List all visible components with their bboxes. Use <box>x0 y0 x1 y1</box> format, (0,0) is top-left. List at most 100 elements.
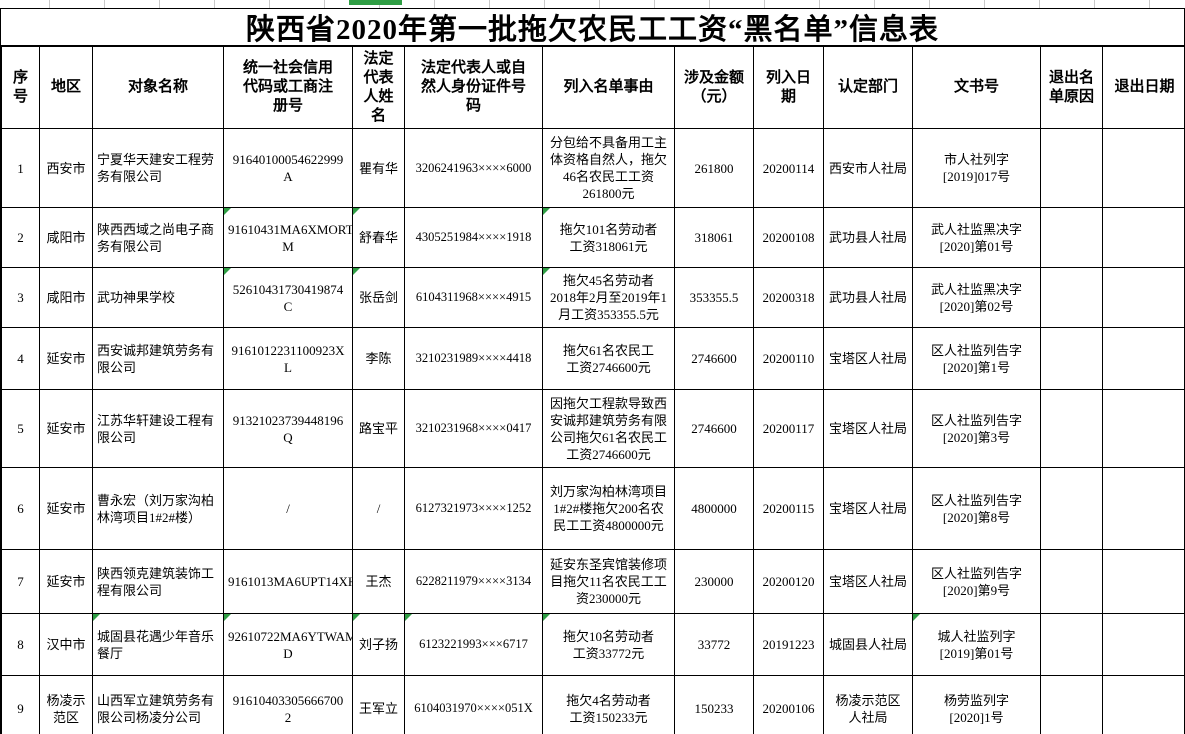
cell-doc-number[interactable]: 城人社监列字 [2019]第01号 <box>912 613 1041 676</box>
cell-doc-number[interactable]: 区人社监列告字 [2020]第1号 <box>912 327 1041 390</box>
cell-id-number[interactable]: 3210231968××××0417 <box>404 389 543 468</box>
cell-doc-number[interactable]: 市人社列字 [2019]017号 <box>912 128 1041 208</box>
col-header-exit-reason[interactable]: 退出名单原因 <box>1040 46 1103 129</box>
cell-legal-rep-name[interactable]: 刘子扬 <box>352 613 405 676</box>
cell-listing-reason[interactable]: 拖欠61名农民工 工资2746600元 <box>542 327 675 390</box>
cell-doc-number[interactable]: 区人社监列告字 [2020]第3号 <box>912 389 1041 468</box>
cell-serial[interactable]: 8 <box>1 613 40 676</box>
cell-region[interactable]: 延安市 <box>39 327 93 390</box>
cell-region[interactable]: 西安市 <box>39 128 93 208</box>
cell-department[interactable]: 武功县人社局 <box>823 207 913 268</box>
cell-subject-name[interactable]: 城固县花遇少年音乐 餐厅 <box>92 613 224 676</box>
col-header-amount[interactable]: 涉及金额（元） <box>674 46 754 129</box>
cell-legal-rep-name[interactable]: 舒春华 <box>352 207 405 268</box>
cell-id-number[interactable]: 3206241963××××6000 <box>404 128 543 208</box>
cell-credit-code[interactable]: 91610431MA6XMORT7 M <box>223 207 353 268</box>
cell-exit-reason[interactable] <box>1040 128 1103 208</box>
cell-exit-reason[interactable] <box>1040 267 1103 328</box>
cell-amount[interactable]: 2746600 <box>674 389 754 468</box>
cell-id-number[interactable]: 6104031970××××051X <box>404 675 543 734</box>
cell-exit-reason[interactable] <box>1040 613 1103 676</box>
cell-legal-rep-name[interactable]: 王杰 <box>352 549 405 614</box>
cell-region[interactable]: 杨凌示 范区 <box>39 675 93 734</box>
cell-list-date[interactable]: 20200106 <box>753 675 824 734</box>
cell-region[interactable]: 延安市 <box>39 389 93 468</box>
cell-legal-rep-name[interactable]: 瞿有华 <box>352 128 405 208</box>
col-header-credit-code[interactable]: 统一社会信用代码或工商注册号 <box>223 46 353 129</box>
cell-doc-number[interactable]: 区人社监列告字 [2020]第8号 <box>912 467 1041 550</box>
col-header-id-number[interactable]: 法定代表人或自然人身份证件号码 <box>404 46 543 129</box>
cell-subject-name[interactable]: 江苏华轩建设工程有 限公司 <box>92 389 224 468</box>
cell-doc-number[interactable]: 杨劳监列字 [2020]1号 <box>912 675 1041 734</box>
cell-list-date[interactable]: 20200110 <box>753 327 824 390</box>
cell-legal-rep-name[interactable]: / <box>352 467 405 550</box>
cell-department[interactable]: 西安市人社局 <box>823 128 913 208</box>
cell-legal-rep-name[interactable]: 王军立 <box>352 675 405 734</box>
cell-region[interactable]: 延安市 <box>39 549 93 614</box>
col-header-region[interactable]: 地区 <box>39 46 93 129</box>
cell-exit-date[interactable] <box>1102 207 1185 268</box>
cell-exit-date[interactable] <box>1102 613 1185 676</box>
cell-legal-rep-name[interactable]: 李陈 <box>352 327 405 390</box>
cell-exit-date[interactable] <box>1102 467 1185 550</box>
cell-serial[interactable]: 9 <box>1 675 40 734</box>
cell-legal-rep-name[interactable]: 路宝平 <box>352 389 405 468</box>
cell-serial[interactable]: 4 <box>1 327 40 390</box>
cell-subject-name[interactable]: 武功神果学校 <box>92 267 224 328</box>
cell-legal-rep-name[interactable]: 张岳剑 <box>352 267 405 328</box>
cell-credit-code[interactable]: 91610403305666700 2 <box>223 675 353 734</box>
cell-department[interactable]: 宝塔区人社局 <box>823 327 913 390</box>
cell-id-number[interactable]: 6127321973××××1252 <box>404 467 543 550</box>
cell-serial[interactable]: 3 <box>1 267 40 328</box>
col-header-list-date[interactable]: 列入日期 <box>753 46 824 129</box>
col-header-doc-number[interactable]: 文书号 <box>912 46 1041 129</box>
cell-listing-reason[interactable]: 因拖欠工程款导致西 安诚邦建筑劳务有限 公司拖欠61名农民工 工资2746600… <box>542 389 675 468</box>
cell-list-date[interactable]: 20191223 <box>753 613 824 676</box>
cell-credit-code[interactable]: 92610722MA6YTWAM8 D <box>223 613 353 676</box>
cell-exit-reason[interactable] <box>1040 467 1103 550</box>
cell-id-number[interactable]: 6123221993×××6717 <box>404 613 543 676</box>
cell-credit-code[interactable]: 91321023739448196 Q <box>223 389 353 468</box>
cell-amount[interactable]: 353355.5 <box>674 267 754 328</box>
cell-doc-number[interactable]: 区人社监列告字 [2020]第9号 <box>912 549 1041 614</box>
cell-amount[interactable]: 318061 <box>674 207 754 268</box>
cell-id-number[interactable]: 3210231989××××4418 <box>404 327 543 390</box>
cell-doc-number[interactable]: 武人社监黑决字 [2020]第02号 <box>912 267 1041 328</box>
cell-subject-name[interactable]: 曹永宏（刘万家沟柏 林湾项目1#2#楼） <box>92 467 224 550</box>
cell-region[interactable]: 咸阳市 <box>39 267 93 328</box>
cell-exit-date[interactable] <box>1102 675 1185 734</box>
cell-credit-code[interactable]: 52610431730419874 C <box>223 267 353 328</box>
cell-list-date[interactable]: 20200117 <box>753 389 824 468</box>
col-header-subject-name[interactable]: 对象名称 <box>92 46 224 129</box>
col-header-legal-rep-name[interactable]: 法定代表人姓名 <box>352 46 405 129</box>
cell-list-date[interactable]: 20200318 <box>753 267 824 328</box>
cell-region[interactable]: 咸阳市 <box>39 207 93 268</box>
cell-subject-name[interactable]: 陕西领克建筑装饰工 程有限公司 <box>92 549 224 614</box>
cell-amount[interactable]: 2746600 <box>674 327 754 390</box>
col-header-serial[interactable]: 序号 <box>1 46 40 129</box>
cell-department[interactable]: 杨凌示范区 人社局 <box>823 675 913 734</box>
cell-exit-date[interactable] <box>1102 549 1185 614</box>
cell-department[interactable]: 宝塔区人社局 <box>823 549 913 614</box>
cell-amount[interactable]: 261800 <box>674 128 754 208</box>
cell-exit-reason[interactable] <box>1040 549 1103 614</box>
cell-id-number[interactable]: 4305251984××××1918 <box>404 207 543 268</box>
cell-exit-reason[interactable] <box>1040 675 1103 734</box>
cell-serial[interactable]: 1 <box>1 128 40 208</box>
cell-department[interactable]: 宝塔区人社局 <box>823 389 913 468</box>
cell-credit-code[interactable]: 91640100054622999 A <box>223 128 353 208</box>
cell-subject-name[interactable]: 山西军立建筑劳务有 限公司杨凌分公司 <box>92 675 224 734</box>
cell-subject-name[interactable]: 宁夏华天建安工程劳 务有限公司 <box>92 128 224 208</box>
cell-serial[interactable]: 6 <box>1 467 40 550</box>
cell-amount[interactable]: 230000 <box>674 549 754 614</box>
cell-region[interactable]: 汉中市 <box>39 613 93 676</box>
cell-listing-reason[interactable]: 拖欠10名劳动者 工资33772元 <box>542 613 675 676</box>
cell-list-date[interactable]: 20200114 <box>753 128 824 208</box>
cell-exit-reason[interactable] <box>1040 207 1103 268</box>
cell-listing-reason[interactable]: 刘万家沟柏林湾项目 1#2#楼拖欠200名农 民工工资4800000元 <box>542 467 675 550</box>
cell-exit-reason[interactable] <box>1040 389 1103 468</box>
cell-region[interactable]: 延安市 <box>39 467 93 550</box>
cell-amount[interactable]: 33772 <box>674 613 754 676</box>
cell-credit-code[interactable]: 9161012231100923X L <box>223 327 353 390</box>
cell-department[interactable]: 宝塔区人社局 <box>823 467 913 550</box>
